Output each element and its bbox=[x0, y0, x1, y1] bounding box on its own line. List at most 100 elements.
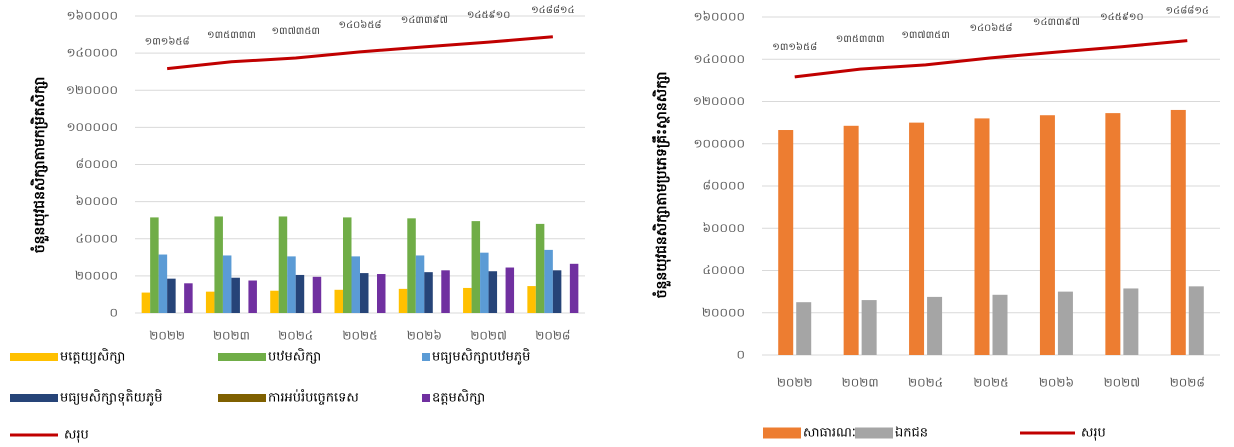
bar bbox=[360, 273, 369, 313]
y-axis-title: ចំនួនយុវជនសិក្សាតាមប្រភេទគ្រឹះស្ថានសិក្ស… bbox=[652, 72, 671, 299]
data-label: ១៤៣៣៩៧ bbox=[1033, 16, 1080, 28]
legend-swatch bbox=[1020, 431, 1075, 435]
y-tick-label: ៤០០០០ bbox=[703, 263, 745, 277]
data-label: ១៣១៦៥៨ bbox=[772, 41, 817, 53]
line bbox=[166, 35, 553, 71]
bar bbox=[796, 302, 812, 355]
bar bbox=[505, 267, 515, 313]
bar bbox=[480, 252, 489, 313]
bar bbox=[343, 217, 352, 313]
x-tick-label: ២០២៦ bbox=[407, 329, 442, 343]
x-tick-label: ២០២៦ bbox=[1039, 376, 1074, 390]
legend-label: មធ្យមសិក្សាបឋមភូមិ bbox=[432, 348, 530, 366]
bar bbox=[843, 125, 859, 355]
y-tick-label: ២០០០០ bbox=[75, 268, 118, 282]
legend-label: ឧត្តមសិក្សា bbox=[432, 389, 485, 406]
data-label: ១៤៥៩១០ bbox=[467, 9, 510, 21]
bar bbox=[527, 286, 536, 313]
bar bbox=[351, 256, 360, 313]
data-label: ១៤៨៨១៤ bbox=[531, 4, 574, 16]
legend-swatch bbox=[422, 394, 430, 402]
y-axis-title: ចំនួនយុវជនសិក្សាតាមកម្រិតសិក្សា bbox=[30, 77, 49, 254]
bar bbox=[214, 216, 223, 313]
bar bbox=[569, 263, 579, 313]
bar bbox=[535, 223, 545, 313]
data-label: ១៣៥៣៣៣ bbox=[836, 34, 885, 45]
y-tick-label: ០ bbox=[110, 306, 119, 320]
legend-label: សាធារណៈ bbox=[803, 426, 856, 441]
y-tick-label: ៦០០០០ bbox=[76, 194, 118, 208]
bar bbox=[184, 283, 193, 313]
y-tick-label: ០ bbox=[737, 348, 746, 362]
bar bbox=[398, 288, 408, 313]
bar bbox=[1057, 291, 1073, 355]
legend-swatch bbox=[422, 353, 430, 361]
bar bbox=[407, 218, 416, 313]
data-label: ១៤៥៩១០ bbox=[1100, 11, 1143, 23]
bar bbox=[424, 272, 433, 313]
bar bbox=[1170, 109, 1186, 355]
bar bbox=[1105, 113, 1121, 356]
legend-swatch bbox=[218, 353, 266, 361]
data-label: ១៣៧៣៥៣ bbox=[271, 26, 320, 37]
data-label: ១៤៨៨១៤ bbox=[1166, 5, 1209, 17]
legend-label: មត្តេយ្យសិក្សា bbox=[60, 348, 125, 365]
legend-swatch bbox=[218, 394, 266, 402]
bar bbox=[1188, 286, 1204, 355]
y-tick-label: ១៦០០០០ bbox=[66, 9, 118, 23]
legend-swatch bbox=[10, 394, 58, 402]
legend-label: សរុប bbox=[64, 428, 89, 444]
data-label: ១៣៥៣៣៣ bbox=[207, 30, 256, 41]
legend-label: ការអប់រំបច្ចេកទេស bbox=[268, 389, 359, 406]
legend-swatch bbox=[763, 427, 801, 439]
x-tick-label: ២០២៧ bbox=[1104, 376, 1141, 390]
y-tick-label: ៨០០០០ bbox=[76, 157, 118, 171]
data-label: ១៤០៦៥៨ bbox=[339, 19, 382, 31]
x-tick-label: ២០២៨ bbox=[535, 329, 570, 343]
x-tick-label: ២០២៣ bbox=[842, 376, 879, 390]
x-tick-label: ២០២២ bbox=[777, 376, 813, 390]
bar bbox=[471, 221, 481, 313]
x-tick-label: ២០២៥ bbox=[342, 329, 377, 343]
bar bbox=[974, 118, 990, 356]
bar bbox=[205, 291, 215, 313]
bar bbox=[1039, 115, 1055, 355]
legend-swatch bbox=[10, 353, 58, 361]
legend-label: មធ្យមសិក្សាទុតិយភូមិ bbox=[60, 389, 162, 407]
bar bbox=[270, 290, 279, 313]
bar bbox=[544, 249, 553, 313]
legend-swatch bbox=[855, 427, 893, 439]
bar bbox=[222, 255, 232, 313]
data-label: ១៣១៦៥៨ bbox=[145, 36, 190, 48]
legend-label: ឯកជន bbox=[895, 426, 928, 441]
bar bbox=[778, 130, 794, 355]
y-tick-label: ៤០០០០ bbox=[76, 231, 118, 245]
legend-label: បឋមសិក្សា bbox=[268, 348, 321, 365]
y-tick-label: ៨០០០០ bbox=[703, 179, 745, 193]
bar bbox=[248, 280, 257, 313]
y-tick-label: ១២០០០០ bbox=[693, 94, 745, 108]
bar bbox=[861, 300, 877, 355]
bar bbox=[415, 255, 425, 313]
bar bbox=[158, 254, 168, 313]
x-tick-label: ២០២២ bbox=[149, 329, 185, 343]
y-tick-label: ២០០០០ bbox=[702, 305, 745, 319]
legend-swatch bbox=[10, 433, 58, 437]
bar bbox=[927, 296, 943, 355]
line bbox=[794, 39, 1188, 79]
x-tick-label: ២០២៥ bbox=[973, 376, 1008, 390]
bar bbox=[334, 289, 343, 313]
y-tick-label: ១២០០០០ bbox=[66, 83, 118, 97]
bar bbox=[287, 256, 296, 313]
bar bbox=[488, 271, 498, 313]
x-tick-label: ២០២៨ bbox=[1170, 376, 1205, 390]
bar bbox=[441, 270, 450, 313]
bar bbox=[167, 278, 176, 313]
bar bbox=[312, 276, 322, 313]
y-tick-label: ១៤០០០០ bbox=[693, 52, 745, 66]
x-tick-label: ២០២៤ bbox=[908, 376, 943, 390]
data-label: ១៤០៦៥៨ bbox=[970, 22, 1013, 34]
bar bbox=[231, 277, 240, 313]
bar bbox=[141, 292, 151, 313]
